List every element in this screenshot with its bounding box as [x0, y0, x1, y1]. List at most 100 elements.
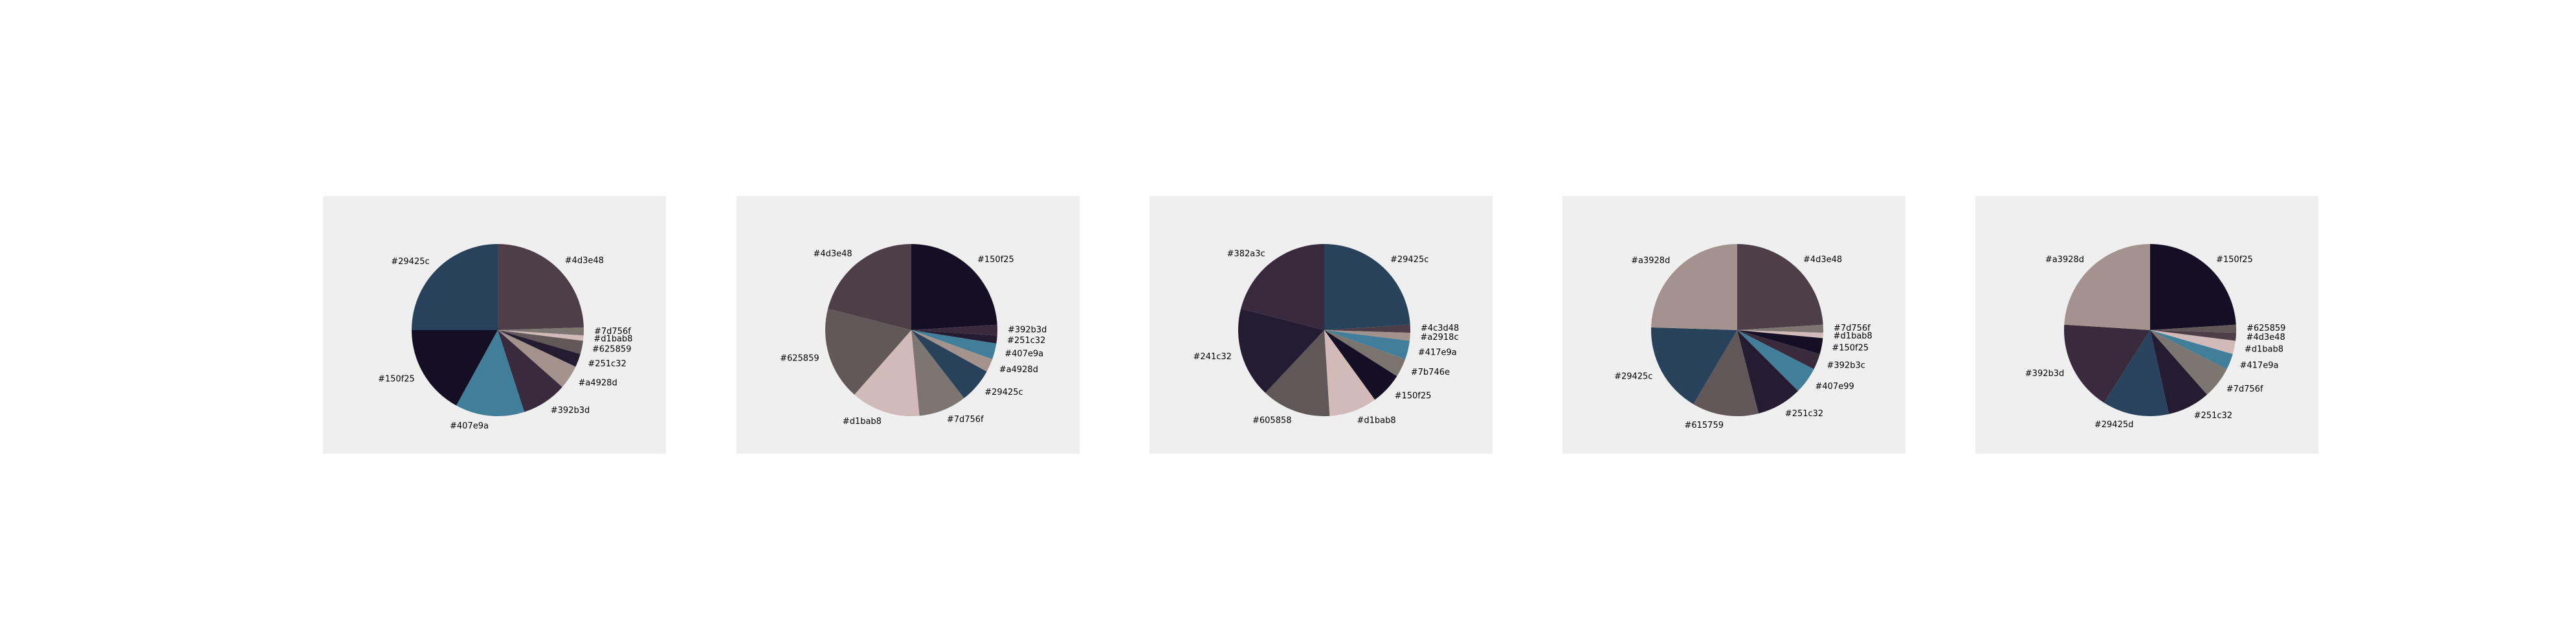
pie-slice — [1693, 330, 1759, 416]
slice-label: #29425c — [984, 388, 1023, 397]
slice-label: #615759 — [1684, 421, 1724, 430]
pie-slice — [911, 330, 993, 372]
pie-slice — [1324, 330, 1406, 377]
pie-chart-5: #150f25 #625859#4d3e48 #d1bab8 #417e9a #7d75… — [1975, 196, 2318, 454]
pie-slice — [1737, 330, 1799, 414]
pie-chart-3: #29425c #4c3d48#a2918c #417e9a #7b746e #150f… — [1149, 196, 1493, 454]
pie-slice — [2150, 330, 2236, 355]
slice-label: #4d3e48 — [2247, 333, 2285, 342]
slice-label: #29425c — [1390, 255, 1428, 265]
pie-slice — [412, 244, 498, 330]
pie-slice — [498, 244, 584, 330]
pie-slice — [1737, 330, 1814, 392]
pie-chart-1: #4d3e48 #7d756f#d1bab8#625859 #251c32 #a492… — [323, 196, 666, 454]
pie-slice — [2150, 330, 2233, 370]
slice-label: #a3928d — [2045, 255, 2084, 265]
slice-label: #150f25 — [977, 255, 1014, 265]
pie-chart-4: #4d3e48 #7d756f#d1bab8 #150f25 #392b3c #407e… — [1562, 196, 1905, 454]
pie-slice — [498, 330, 584, 341]
pie-slice — [2150, 324, 2236, 333]
pie-slice — [1241, 244, 1324, 330]
pie-slice — [1651, 327, 1737, 405]
pie-chart-2: #150f25 #392b3d#251c32 #407e9a #a4928d #2942… — [737, 196, 1080, 454]
pie-slice — [911, 330, 997, 360]
pie-slice — [1737, 330, 1823, 355]
slice-label: #a4928d — [579, 378, 617, 388]
slice-label: #150f25 — [378, 374, 415, 384]
slice-label: #a3928d — [1631, 256, 1670, 266]
slice-label: #29425d — [2094, 420, 2134, 430]
slice-label: #625859 — [2247, 324, 2286, 333]
slice-label: #407e9a — [1005, 350, 1043, 359]
pie-slice — [2150, 244, 2236, 330]
slice-label: #150f25 — [1832, 343, 1869, 353]
pie-slice — [456, 330, 525, 416]
pie-slice — [2063, 324, 2150, 403]
pie-slice — [911, 330, 997, 344]
slice-label: #150f25 — [2216, 255, 2253, 265]
slice-label: #4c3d48 — [1421, 324, 1459, 333]
pie-slice — [1324, 324, 1410, 333]
slice-label: #4d3e48 — [1803, 255, 1842, 265]
slice-label: #d1bab8 — [843, 417, 882, 427]
slice-label: #7b746e — [1411, 368, 1450, 377]
pie-slice — [1651, 244, 1737, 330]
pie-slice — [412, 330, 498, 406]
slice-label: #a2918c — [1421, 333, 1459, 342]
slice-label: #625859 — [780, 353, 819, 363]
slice-label: #d1bab8 — [1834, 331, 1872, 341]
pie-slice — [1324, 330, 1410, 341]
pie-slice — [828, 244, 911, 330]
pie-slice — [2150, 330, 2236, 341]
pie-slice — [498, 330, 562, 412]
pie-slice — [1324, 330, 1397, 400]
pie-slice — [1737, 244, 1823, 330]
pie-slice — [498, 330, 583, 355]
pie-slice — [911, 244, 997, 330]
slice-label: #7d756f — [2226, 384, 2263, 394]
pie-slice — [911, 324, 998, 336]
pie-slice — [1737, 324, 1823, 333]
slice-label: #251c32 — [1785, 409, 1823, 419]
slice-label: #7d756f — [947, 415, 984, 425]
slice-label: #29425c — [1614, 372, 1652, 381]
pie-slice — [911, 330, 964, 416]
pie-slice — [2104, 330, 2170, 417]
pie-slice — [1324, 330, 1410, 360]
slice-label: #4d3e48 — [565, 256, 604, 266]
slice-label: #251c32 — [588, 359, 626, 369]
pie-slice — [854, 330, 920, 416]
pie-slice — [1324, 330, 1375, 416]
pie-slice — [498, 327, 584, 336]
slice-label: #241c32 — [1194, 352, 1232, 362]
pie-slice — [2064, 244, 2150, 330]
pie-slice — [1737, 330, 1823, 339]
slice-label: #251c32 — [2194, 411, 2232, 421]
pie-slice — [1238, 308, 1324, 393]
slice-label: #d1bab8 — [1357, 416, 1395, 426]
slice-label: #605858 — [1252, 416, 1292, 426]
slice-label: #417e9a — [1418, 348, 1457, 357]
slice-label: #d1bab8 — [2245, 345, 2283, 355]
pie-slice — [2150, 330, 2207, 414]
slice-label: #392b3d — [551, 406, 590, 416]
pie-slice — [2150, 330, 2227, 395]
slice-label: #7d756f — [1834, 324, 1871, 333]
slice-label: #392b3c — [1827, 361, 1865, 370]
pie-slice — [498, 330, 576, 387]
pie-slice — [911, 330, 987, 399]
pie-slice — [1324, 244, 1410, 330]
pie-slice — [498, 330, 581, 367]
slice-label: #407e99 — [1815, 382, 1854, 392]
slice-label: #625859 — [592, 345, 632, 355]
pie-slice — [1737, 330, 1820, 370]
slice-label: #7d756f — [594, 327, 631, 337]
slice-label: #417e9a — [2240, 361, 2279, 370]
slice-label: #4d3e48 — [813, 249, 852, 259]
pie-slice — [825, 308, 911, 395]
pie-slice — [1265, 330, 1330, 417]
slice-label: #150f25 — [1395, 391, 1432, 401]
slice-label: #d1bab8 — [594, 335, 632, 344]
